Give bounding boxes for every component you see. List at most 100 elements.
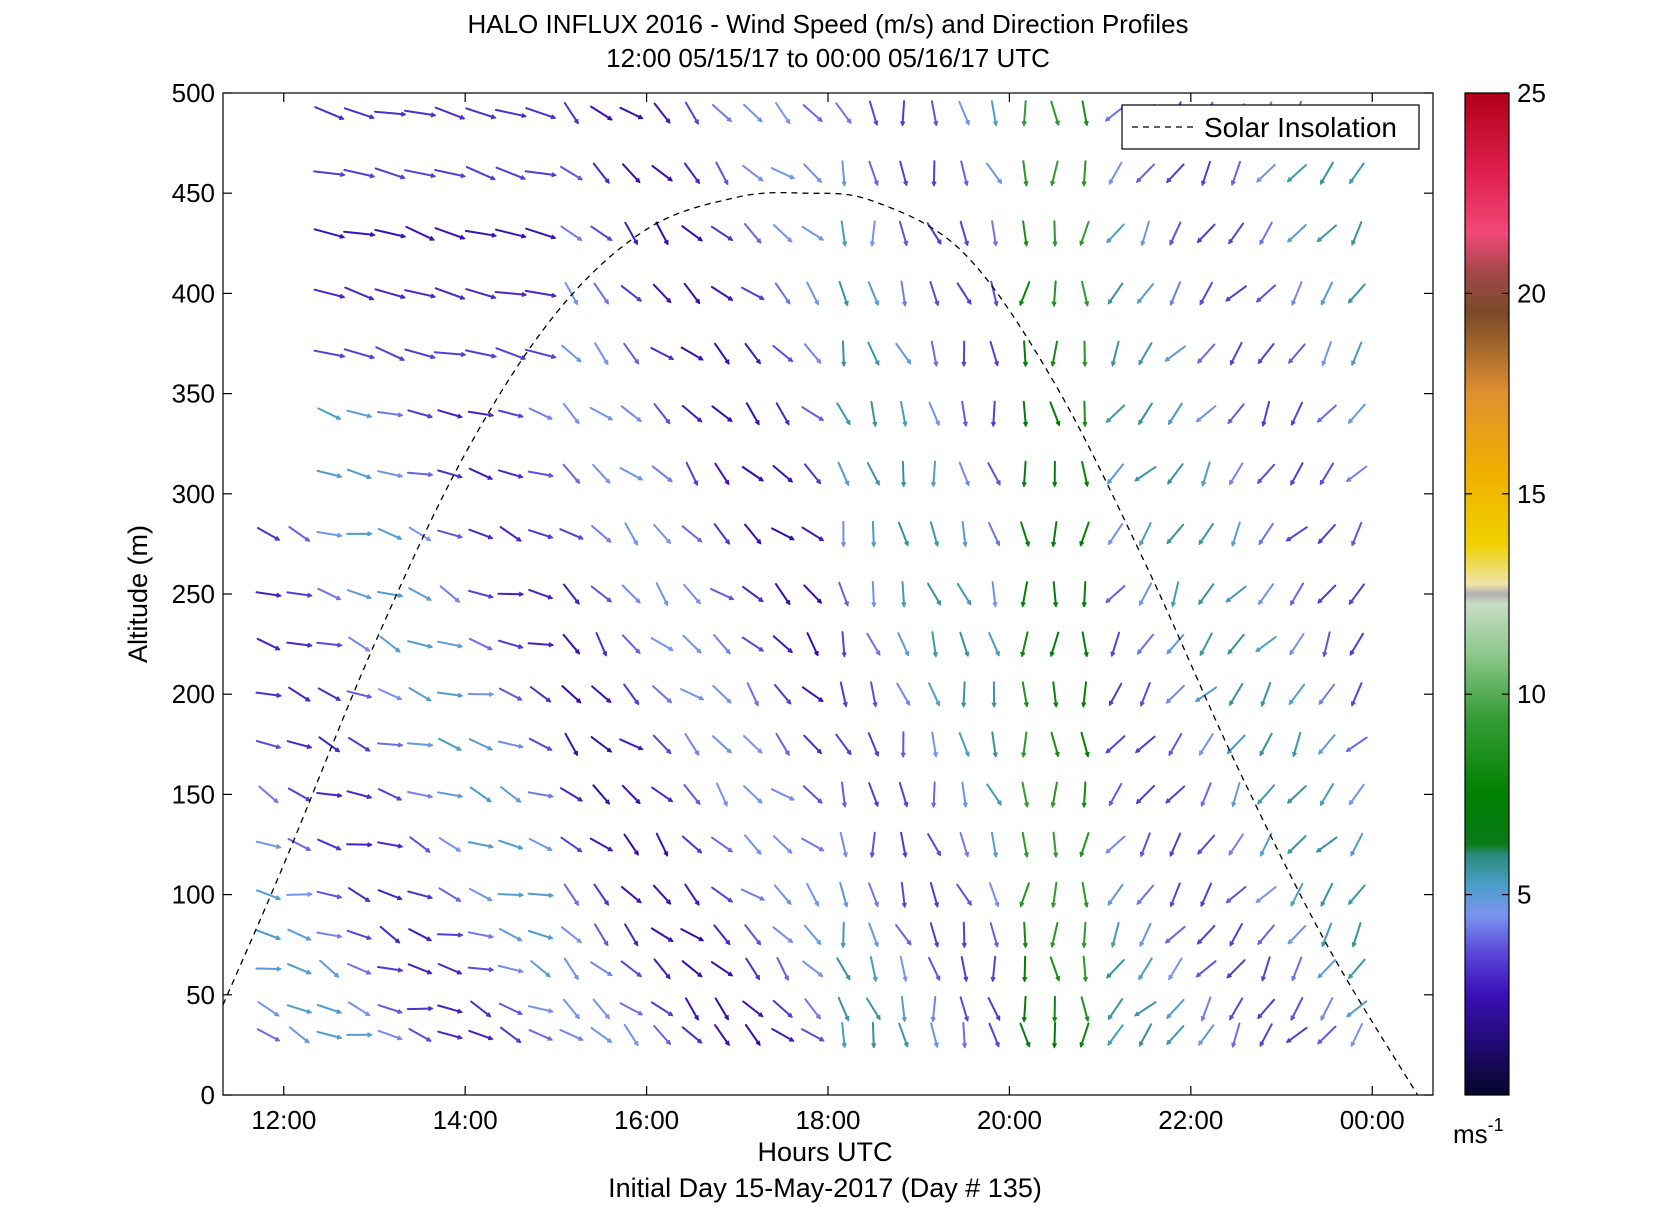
wind-arrow xyxy=(1288,683,1306,705)
wind-arrow-head xyxy=(336,933,343,939)
wind-arrow-head xyxy=(991,702,997,708)
wind-arrow-head xyxy=(818,416,825,421)
wind-arrow-head xyxy=(551,172,557,178)
wind-arrow-head xyxy=(900,752,906,758)
wind-arrow-head xyxy=(518,892,525,898)
wind-arrow-head xyxy=(1226,973,1232,979)
wind-arrow xyxy=(316,641,343,647)
wind-arrow xyxy=(408,687,432,702)
wind-arrow-head xyxy=(872,701,878,708)
wind-arrow xyxy=(1195,686,1218,702)
wind-arrow-head xyxy=(1165,698,1171,704)
wind-arrow xyxy=(525,107,556,119)
wind-arrow-head xyxy=(1135,798,1142,805)
wind-arrow xyxy=(1106,223,1125,244)
wind-arrow-head xyxy=(304,536,311,542)
wind-arrow xyxy=(655,582,669,606)
wind-arrow-head xyxy=(516,1038,522,1044)
wind-arrow-head xyxy=(1345,477,1352,483)
wind-arrow-head xyxy=(335,696,342,701)
legend-box xyxy=(1121,104,1420,150)
wind-arrow-head xyxy=(1255,898,1261,904)
wind-arrow xyxy=(898,781,908,807)
wind-arrow-head xyxy=(665,538,672,545)
wind-arrow xyxy=(1023,921,1027,948)
wind-arrow xyxy=(1292,731,1302,757)
wind-arrow-head xyxy=(933,361,939,367)
wind-arrow xyxy=(772,465,793,483)
wind-arrow xyxy=(1023,100,1027,126)
wind-arrow-head xyxy=(1081,181,1087,187)
wind-arrow-head xyxy=(550,114,557,120)
wind-arrow xyxy=(528,407,553,420)
wind-arrow xyxy=(256,637,281,651)
wind-arrow xyxy=(927,833,942,856)
wind-arrow-head xyxy=(636,296,643,302)
wind-arrow xyxy=(1110,631,1121,657)
wind-arrow xyxy=(684,101,699,125)
wind-arrow xyxy=(467,841,494,848)
wind-arrow xyxy=(1108,782,1123,806)
wind-arrow xyxy=(1138,957,1153,980)
wind-arrow-head xyxy=(1259,1041,1265,1047)
wind-arrow-head xyxy=(930,481,937,488)
wind-arrow xyxy=(1262,401,1271,427)
wind-arrow xyxy=(1134,1001,1157,1017)
wind-arrow xyxy=(1022,400,1027,427)
wind-arrow xyxy=(1166,1025,1185,1045)
wind-arrow-head xyxy=(491,353,497,359)
wind-arrow xyxy=(806,281,819,306)
wind-arrow xyxy=(961,781,967,808)
wind-arrow xyxy=(343,107,375,119)
wind-arrow xyxy=(652,734,672,754)
wind-arrow xyxy=(564,732,579,756)
wind-arrow-head xyxy=(397,1009,403,1015)
wind-arrow-head xyxy=(457,413,463,419)
wind-arrow-head xyxy=(667,176,673,182)
wind-arrow-head xyxy=(906,940,912,946)
wind-arrow-head xyxy=(305,696,311,702)
wind-arrow-head xyxy=(995,1015,1001,1022)
wind-arrow xyxy=(839,882,848,908)
wind-arrow-head xyxy=(274,1036,281,1042)
wind-arrow xyxy=(929,882,939,908)
wind-arrow xyxy=(562,633,580,655)
wind-arrow xyxy=(530,960,551,978)
wind-arrow-head xyxy=(1053,702,1059,708)
wind-arrow xyxy=(1140,832,1151,857)
wind-arrow xyxy=(1225,285,1247,302)
wind-arrow-head xyxy=(785,299,791,305)
wind-arrow xyxy=(346,409,372,418)
wind-arrow xyxy=(801,406,824,421)
wind-arrow xyxy=(989,922,999,948)
wind-arrow xyxy=(895,924,912,946)
wind-arrow xyxy=(650,637,674,652)
wind-arrow xyxy=(931,731,937,758)
wind-arrow-head xyxy=(369,173,376,179)
wind-arrow-head xyxy=(1164,356,1170,362)
wind-arrow-head xyxy=(726,698,732,704)
wind-arrow xyxy=(1079,220,1090,246)
wind-arrow-head xyxy=(1194,697,1201,702)
wind-arrow-head xyxy=(933,1042,939,1049)
wind-arrow xyxy=(407,890,433,899)
wind-arrow-head xyxy=(785,599,791,606)
wind-arrow xyxy=(1320,882,1334,907)
wind-arrow xyxy=(962,921,966,948)
y-tick-label: 250 xyxy=(172,579,215,609)
wind-arrow xyxy=(898,1022,909,1048)
wind-arrow-head xyxy=(337,642,343,648)
wind-arrow-head xyxy=(1348,178,1354,185)
wind-arrow-head xyxy=(521,112,527,119)
wind-arrow-head xyxy=(901,601,907,608)
wind-arrow-head xyxy=(430,293,437,299)
wind-arrow-head xyxy=(1169,240,1175,246)
wind-arrow xyxy=(313,349,345,358)
wind-arrow xyxy=(1197,924,1216,945)
wind-arrow xyxy=(867,732,879,757)
wind-arrow-head xyxy=(726,117,733,123)
wind-arrow xyxy=(745,402,760,426)
wind-arrow-head xyxy=(758,1012,764,1018)
wind-arrow xyxy=(1140,682,1151,707)
wind-arrow-head xyxy=(724,1040,730,1047)
